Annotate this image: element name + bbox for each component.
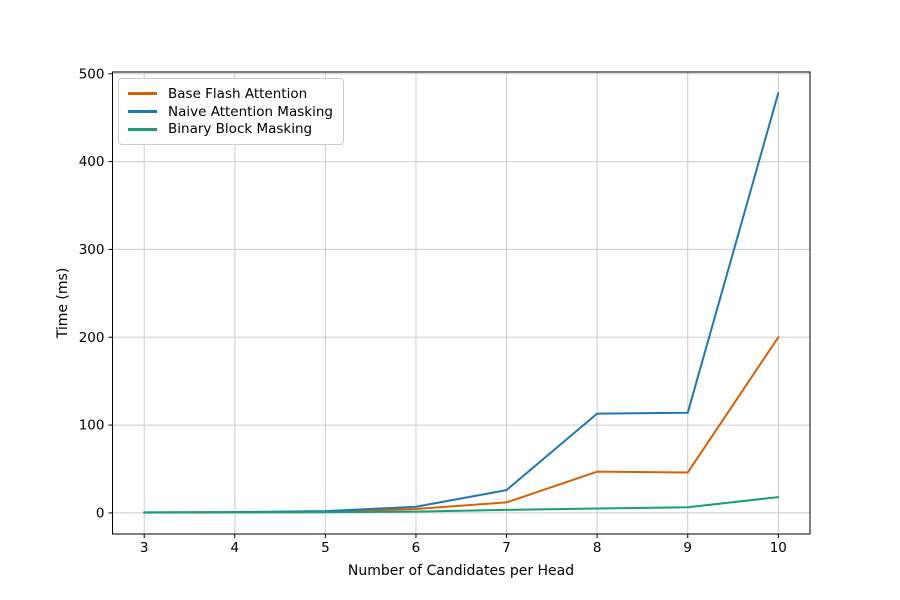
legend-label-binary-block: Binary Block Masking <box>168 121 313 138</box>
y-tick-label: 0 <box>96 505 105 521</box>
legend-label-base-flash: Base Flash Attention <box>168 85 308 102</box>
y-tick-label: 300 <box>79 242 105 258</box>
x-axis-title: Number of Candidates per Head <box>347 563 575 579</box>
legend-label-naive-masking: Naive Attention Masking <box>168 103 333 120</box>
x-tick-label: 3 <box>140 540 149 556</box>
x-tick-label: 8 <box>593 540 602 556</box>
series-line-2 <box>143 496 780 514</box>
x-tick-label: 7 <box>502 540 511 556</box>
plot-border <box>112 71 811 535</box>
y-tick-label: 500 <box>79 66 105 82</box>
x-tick-label: 4 <box>230 540 239 556</box>
x-tick-label: 9 <box>683 540 692 556</box>
x-tick-label: 5 <box>321 540 330 556</box>
legend-line-swatch-base-flash <box>128 92 157 96</box>
y-tick-label: 100 <box>79 418 105 434</box>
series-line-1 <box>143 92 780 514</box>
x-tick-label: 6 <box>412 540 421 556</box>
legend: Base Flash Attention Naive Attention Mas… <box>118 78 344 145</box>
legend-item: Naive Attention Masking <box>128 103 333 121</box>
y-tick-label: 200 <box>79 330 105 346</box>
y-axis-title: Time (ms) <box>55 267 71 339</box>
legend-line-swatch-binary-block <box>128 127 157 131</box>
legend-item: Base Flash Attention <box>128 85 333 103</box>
x-tick-label: 10 <box>770 540 787 556</box>
legend-item: Binary Block Masking <box>128 120 333 138</box>
y-tick-label: 400 <box>79 154 105 170</box>
legend-line-swatch-naive-masking <box>128 110 157 113</box>
